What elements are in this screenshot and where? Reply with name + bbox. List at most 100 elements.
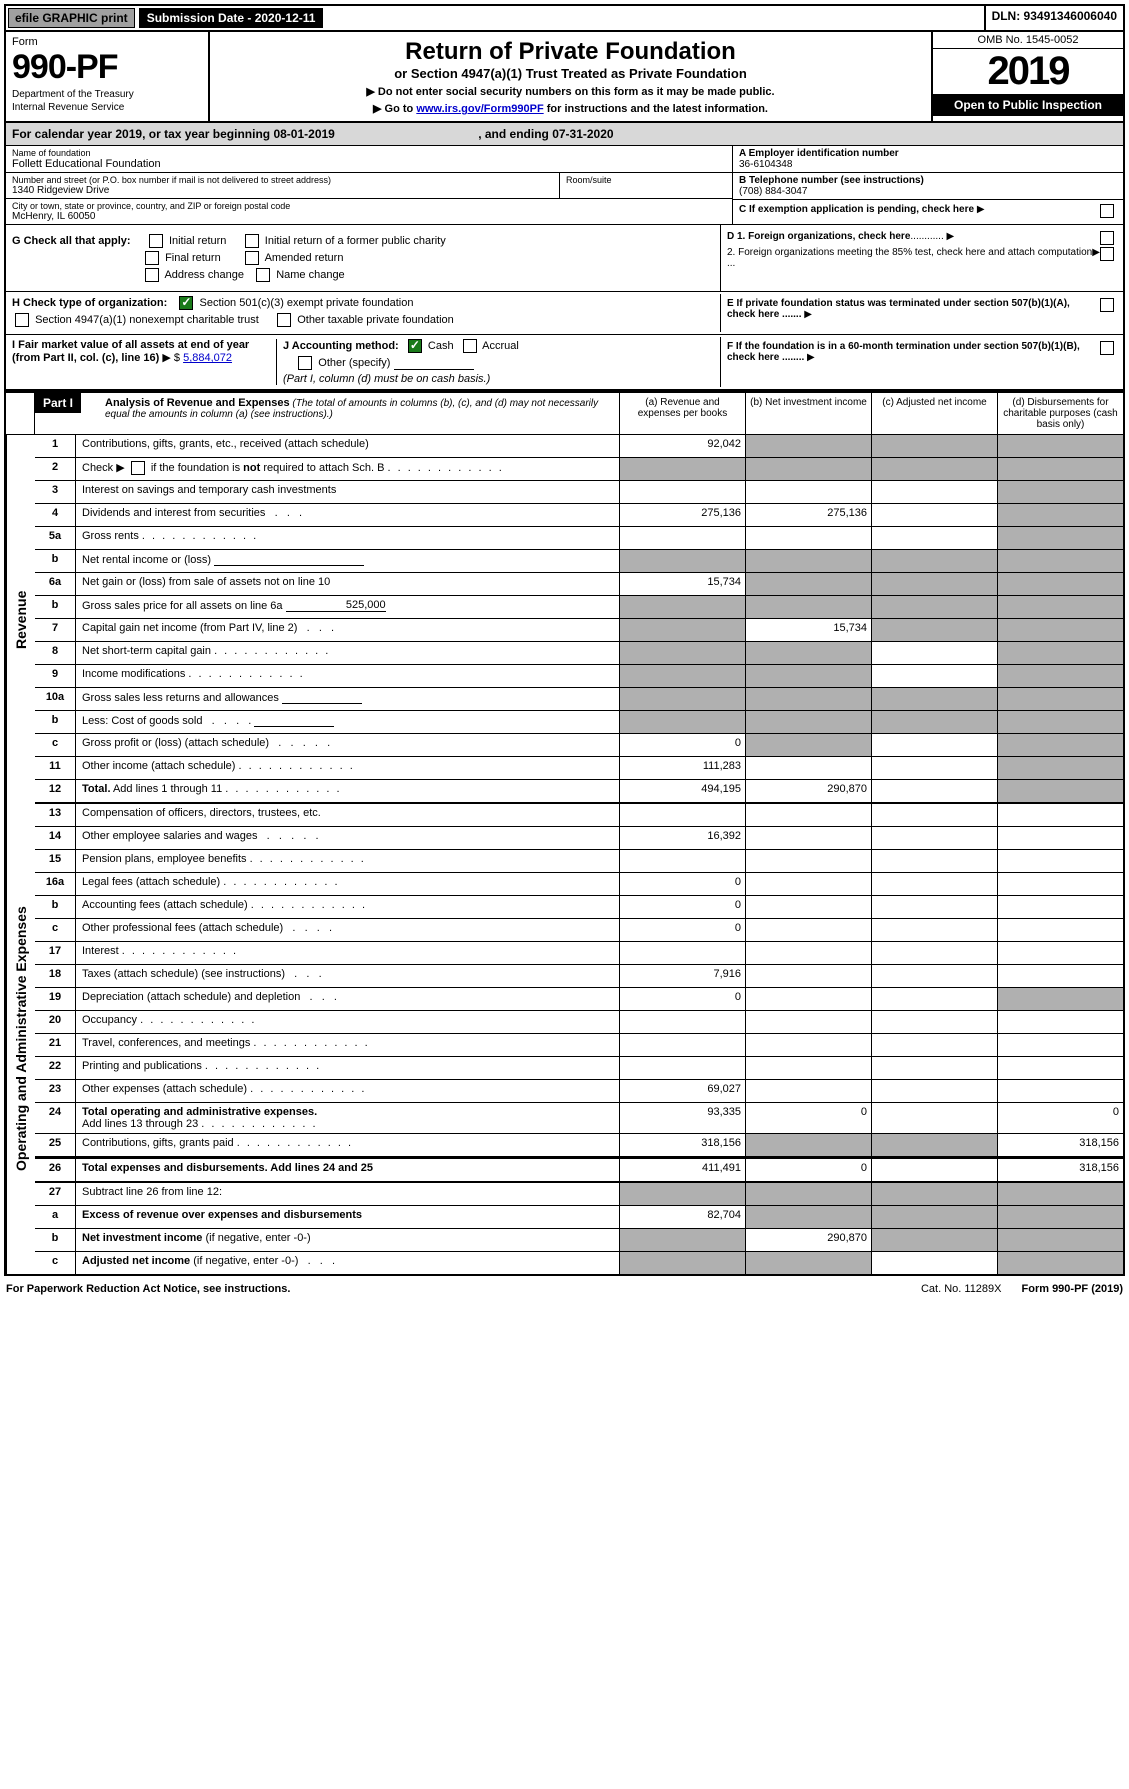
r16c-d	[997, 919, 1123, 941]
r2-b	[745, 458, 871, 480]
r1-b	[745, 435, 871, 457]
form-title: Return of Private Foundation	[220, 38, 921, 66]
r16c-a: 0	[619, 919, 745, 941]
efile-print-button[interactable]: efile GRAPHIC print	[8, 8, 135, 28]
r20-c	[871, 1011, 997, 1033]
r10c-c	[871, 734, 997, 756]
r2-d	[997, 458, 1123, 480]
r22-d	[997, 1057, 1123, 1079]
r10c-b	[745, 734, 871, 756]
r16b-c	[871, 896, 997, 918]
c-checkbox[interactable]	[1100, 204, 1114, 218]
g-final-return-cb[interactable]	[145, 251, 159, 265]
r2-a	[619, 458, 745, 480]
i-value[interactable]: 5,884,072	[183, 352, 232, 364]
cal-end: 07-31-2020	[552, 127, 613, 141]
row-16b: bAccounting fees (attach schedule) 0	[35, 896, 1123, 919]
r11-num: 11	[35, 757, 76, 779]
r10b-a	[619, 711, 745, 733]
g-name-change-cb[interactable]	[256, 268, 270, 282]
r18-a: 7,916	[619, 965, 745, 987]
h-501c3-cb[interactable]	[179, 296, 193, 310]
d1-checkbox[interactable]	[1100, 231, 1114, 245]
r10a-c	[871, 688, 997, 710]
j-cash-cb[interactable]	[408, 339, 422, 353]
h-opt1: Section 501(c)(3) exempt private foundat…	[199, 297, 413, 309]
r21-a	[619, 1034, 745, 1056]
address-row: Number and street (or P.O. box number if…	[6, 173, 732, 199]
r5a-c	[871, 527, 997, 549]
g-amended-cb[interactable]	[245, 251, 259, 265]
r23-desc: Other expenses (attach schedule)	[76, 1080, 619, 1102]
r14-num: 14	[35, 827, 76, 849]
irs-link[interactable]: www.irs.gov/Form990PF	[416, 103, 543, 115]
r3-d	[997, 481, 1123, 503]
form-ref: Form 990-PF (2019)	[1022, 1283, 1124, 1295]
row-3: 3Interest on savings and temporary cash …	[35, 481, 1123, 504]
j-other-blank[interactable]	[394, 357, 474, 370]
r13-c	[871, 804, 997, 826]
r27c-a	[619, 1252, 745, 1274]
open-to-public: Open to Public Inspection	[933, 94, 1123, 116]
g-opt4: Amended return	[265, 252, 344, 264]
r16a-b	[745, 873, 871, 895]
r17-c	[871, 942, 997, 964]
r11-a: 111,283	[619, 757, 745, 779]
r1-d	[997, 435, 1123, 457]
section-j: J Accounting method: Cash Accrual Other …	[277, 339, 714, 385]
r6b-num: b	[35, 596, 76, 618]
section-f: F If the foundation is in a 60-month ter…	[720, 337, 1123, 387]
j-label: J Accounting method:	[283, 340, 399, 352]
cal-pre: For calendar year 2019, or tax year begi…	[12, 127, 273, 141]
j-other-cb[interactable]	[298, 356, 312, 370]
r25-desc: Contributions, gifts, grants paid	[76, 1134, 619, 1156]
d2-checkbox[interactable]	[1100, 247, 1114, 261]
r3-desc: Interest on savings and temporary cash i…	[76, 481, 619, 503]
part1-badge-col: Part I	[35, 393, 99, 434]
r26-num: 26	[35, 1159, 76, 1181]
row-27b: bNet investment income (if negative, ent…	[35, 1229, 1123, 1252]
r9-desc: Income modifications	[76, 665, 619, 687]
row-16a: 16aLegal fees (attach schedule) 0	[35, 873, 1123, 896]
r12-d	[997, 780, 1123, 802]
r23-a: 69,027	[619, 1080, 745, 1102]
r20-b	[745, 1011, 871, 1033]
col-d-head: (d) Disbursements for charitable purpose…	[997, 393, 1123, 434]
r15-b	[745, 850, 871, 872]
r24-b: 0	[745, 1103, 871, 1133]
r16c-b	[745, 919, 871, 941]
j-accrual-cb[interactable]	[463, 339, 477, 353]
e-checkbox[interactable]	[1100, 298, 1114, 312]
name-label: Name of foundation	[12, 148, 726, 158]
r16b-a: 0	[619, 896, 745, 918]
r15-d	[997, 850, 1123, 872]
r10b-desc: Less: Cost of goods sold . . . .	[76, 711, 619, 733]
row-2: 2Check ▶ if the foundation is not requir…	[35, 458, 1123, 481]
g-initial-return-cb[interactable]	[149, 234, 163, 248]
addr-label: Number and street (or P.O. box number if…	[12, 175, 553, 185]
r6b-desc: Gross sales price for all assets on line…	[76, 596, 619, 618]
header-right: OMB No. 1545-0052 2019 Open to Public In…	[931, 32, 1123, 121]
r20-desc: Occupancy	[76, 1011, 619, 1033]
r14-b	[745, 827, 871, 849]
g-row1: G Check all that apply: Initial return I…	[12, 234, 714, 248]
row-7: 7Capital gain net income (from Part IV, …	[35, 619, 1123, 642]
entity-info: Name of foundation Follett Educational F…	[6, 146, 1123, 225]
r5a-a	[619, 527, 745, 549]
r10a-b	[745, 688, 871, 710]
r12-a: 494,195	[619, 780, 745, 802]
f-checkbox[interactable]	[1100, 341, 1114, 355]
r7-d	[997, 619, 1123, 641]
g-address-change-cb[interactable]	[145, 268, 159, 282]
part1-desc: Analysis of Revenue and Expenses (The to…	[99, 393, 619, 434]
r8-a	[619, 642, 745, 664]
r6b-c	[871, 596, 997, 618]
r16a-desc: Legal fees (attach schedule)	[76, 873, 619, 895]
g-initial-former-cb[interactable]	[245, 234, 259, 248]
r2-num: 2	[35, 458, 76, 480]
r13-num: 13	[35, 804, 76, 826]
r5b-a	[619, 550, 745, 572]
r2-checkbox[interactable]	[131, 461, 145, 475]
h-4947-cb[interactable]	[15, 313, 29, 327]
h-other-cb[interactable]	[277, 313, 291, 327]
